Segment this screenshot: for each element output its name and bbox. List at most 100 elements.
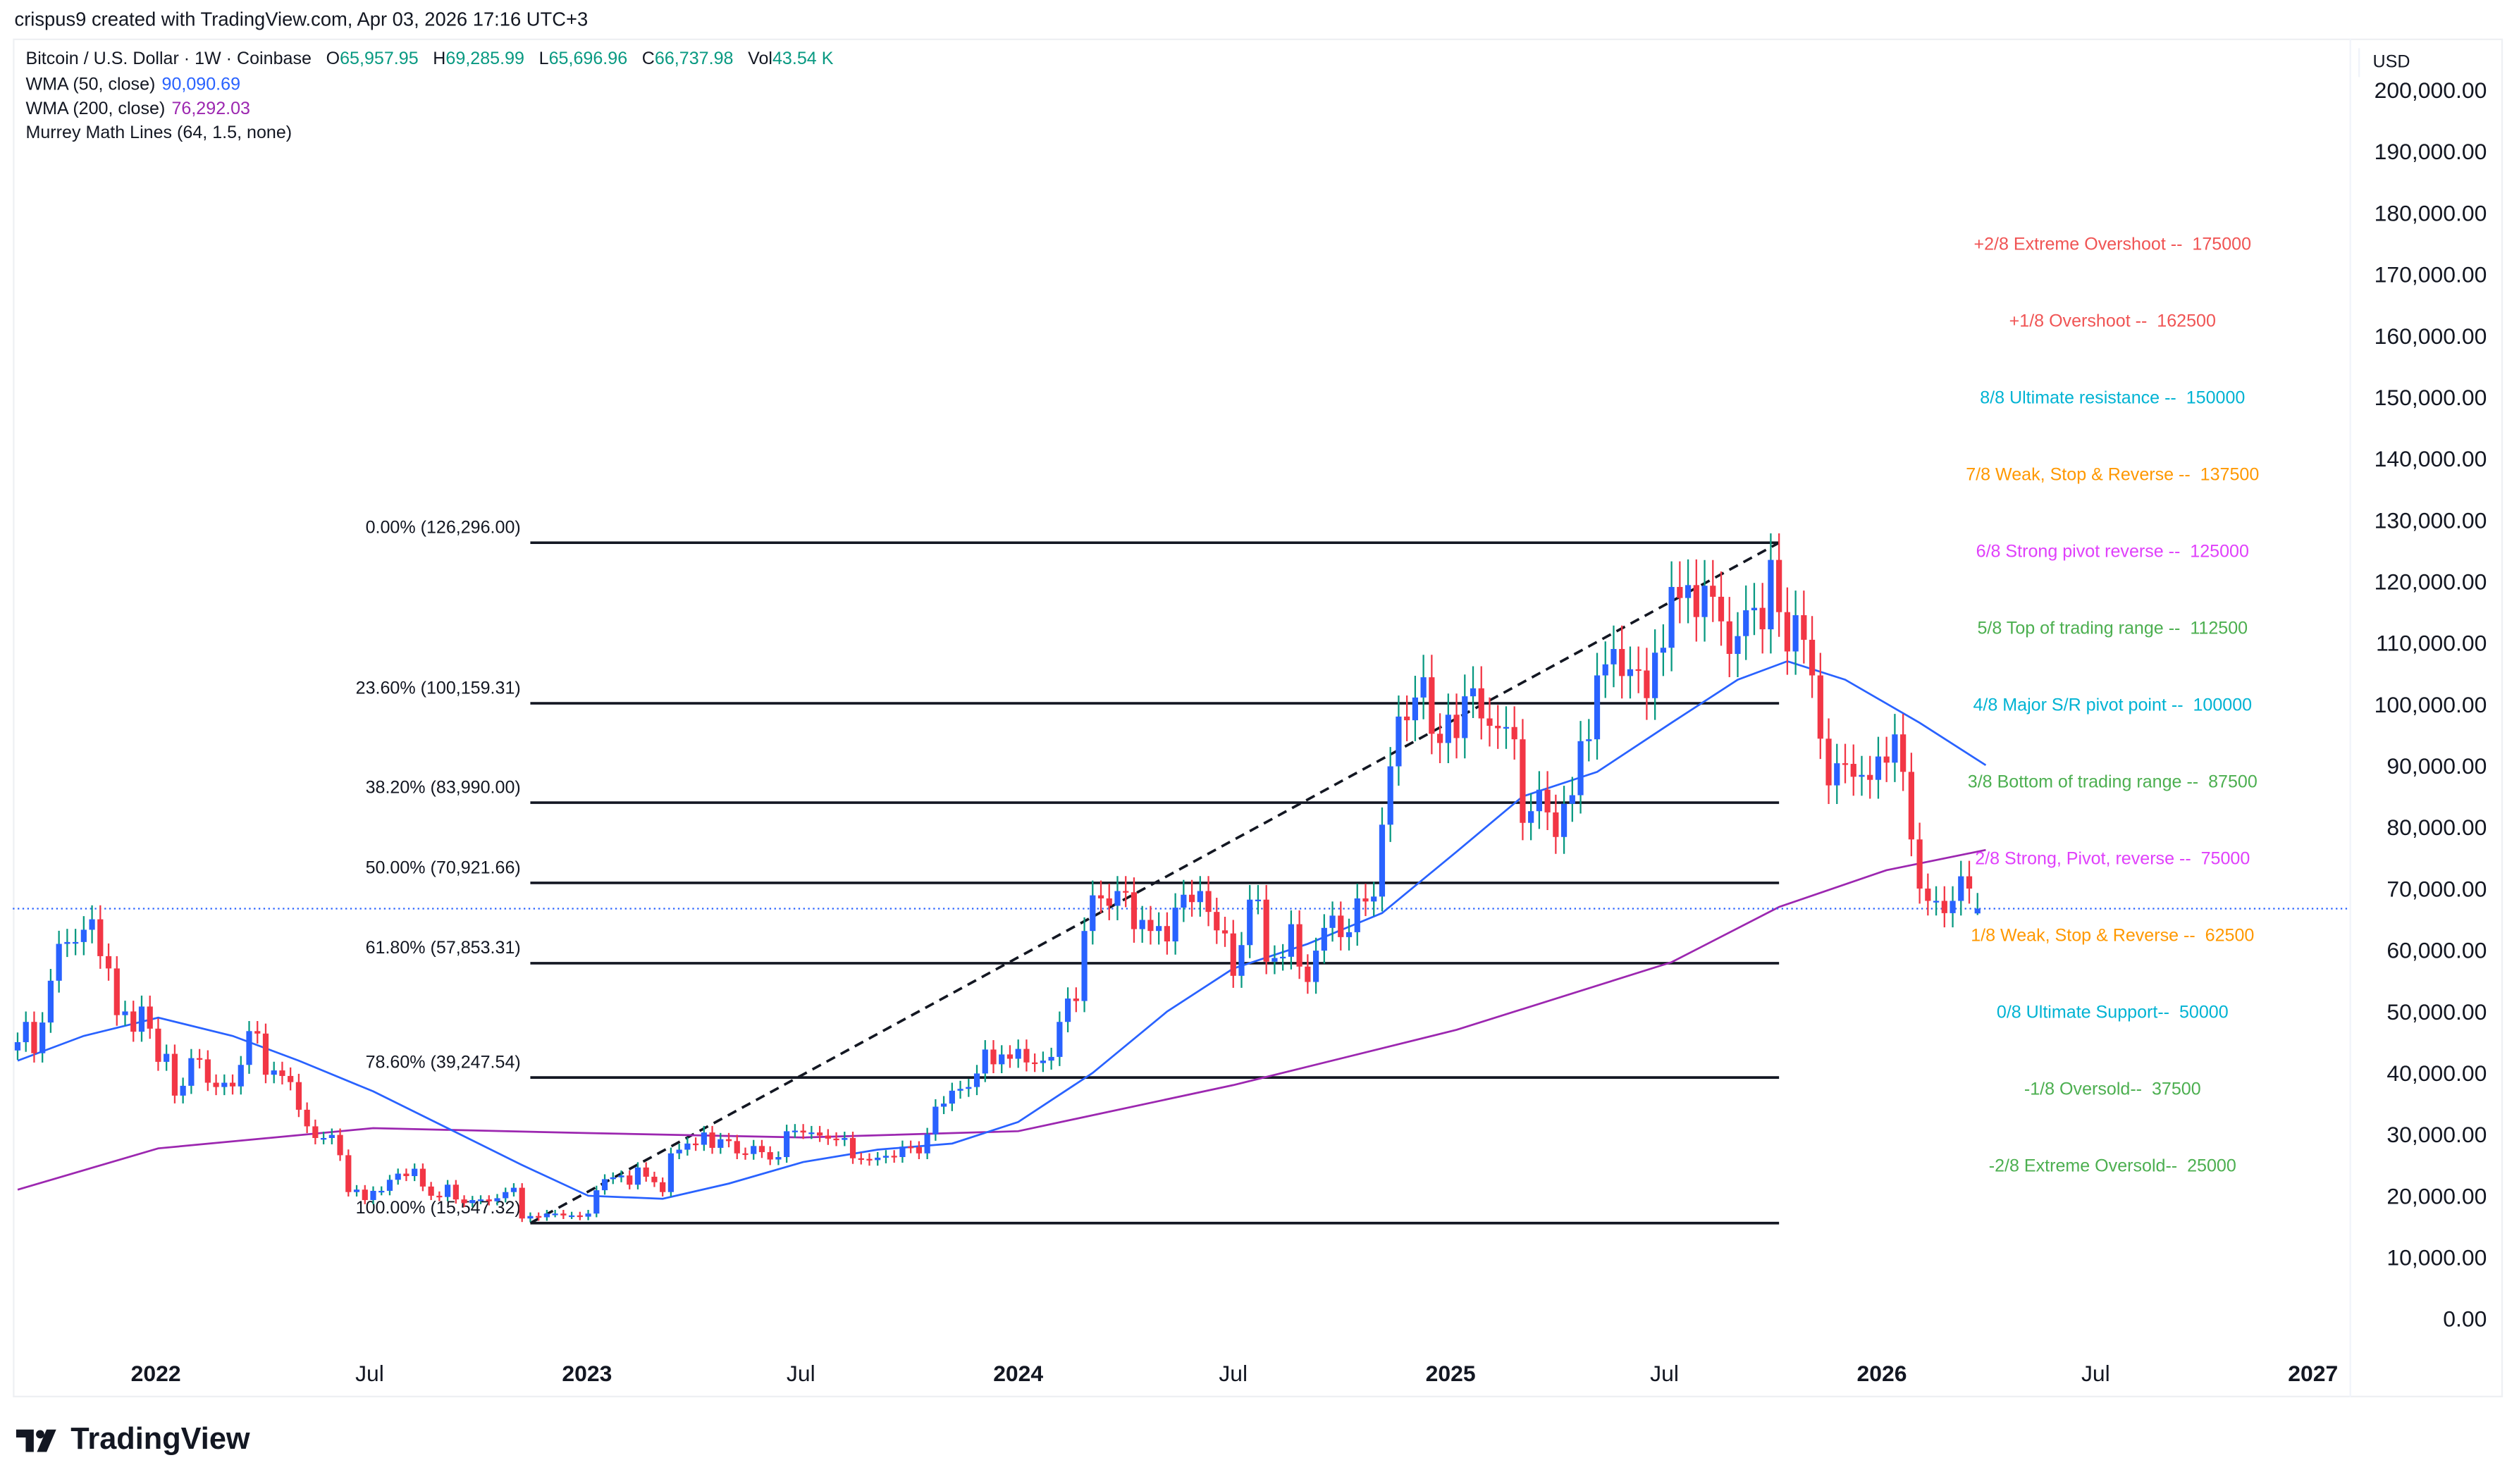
candle-body	[660, 1182, 666, 1192]
candle-body	[932, 1106, 939, 1134]
candle-body	[1685, 585, 1692, 598]
candle-body	[543, 1213, 550, 1218]
candle-body	[1197, 891, 1203, 903]
logo-text: TradingView	[70, 1423, 250, 1457]
candle-body	[105, 956, 112, 969]
candle-body	[1486, 718, 1493, 726]
murrey-legend[interactable]: Murrey Math Lines (64, 1.5, none)	[25, 124, 292, 143]
candle-body	[304, 1109, 310, 1127]
symbol-legend[interactable]: Bitcoin / U.S. Dollar · 1W · Coinbase O6…	[25, 50, 833, 69]
candle-body	[842, 1137, 848, 1140]
candle-body	[634, 1167, 641, 1185]
candle-body	[1156, 926, 1162, 932]
murrey-level-label: 4/8 Major S/R pivot point -- 100000	[1973, 695, 2252, 715]
candle-body	[436, 1195, 443, 1198]
candle-body	[1214, 912, 1220, 931]
candle-body	[1090, 895, 1096, 932]
candle-body	[39, 1022, 46, 1053]
x-tick-label: 2022	[131, 1361, 181, 1386]
candle-body	[527, 1216, 534, 1219]
candle-body	[908, 1146, 914, 1149]
x-tick-label: 2023	[562, 1361, 612, 1386]
vol-label: Vol	[748, 49, 772, 70]
candle-body	[1718, 596, 1725, 622]
candle-body	[882, 1156, 889, 1158]
candle-body	[569, 1215, 575, 1218]
murrey-level-label: 0/8 Ultimate Support-- 50000	[1997, 1003, 2229, 1022]
candle-body	[1925, 889, 1931, 901]
wma200-name: WMA (200, close)	[25, 99, 166, 119]
candle-body	[445, 1185, 451, 1197]
candle-body	[461, 1199, 467, 1204]
candle-body	[469, 1200, 476, 1204]
candle-body	[601, 1179, 608, 1191]
candle-body	[1974, 908, 1981, 914]
candle-body	[1338, 915, 1344, 937]
y-tick-label: 70,000.00	[2386, 876, 2487, 901]
candle-body	[1900, 734, 1907, 772]
wma200-line	[17, 848, 1986, 1191]
wma50-line	[17, 660, 1987, 1200]
x-tick-label: Jul	[355, 1361, 384, 1386]
candle-body	[412, 1168, 418, 1177]
y-tick-label: 20,000.00	[2386, 1183, 2487, 1208]
candle-body	[1073, 998, 1079, 1001]
candle-body	[486, 1199, 492, 1201]
candle-body	[204, 1059, 211, 1083]
x-tick-label: 2026	[1856, 1361, 1907, 1386]
candle-body	[1652, 653, 1658, 698]
candle-body	[1958, 876, 1964, 901]
candle-body	[767, 1152, 773, 1160]
candle-body	[990, 1049, 997, 1065]
murrey-level-label: -2/8 Extreme Oversold-- 25000	[1989, 1156, 2236, 1175]
candle-body	[1379, 824, 1386, 897]
candle-body	[891, 1156, 897, 1158]
candle-body	[1883, 756, 1890, 763]
x-tick-label: Jul	[787, 1361, 815, 1386]
candle-body	[1247, 899, 1253, 946]
fib-level-label: 50.00% (70,921.66)	[366, 858, 521, 877]
candle-body	[627, 1175, 633, 1185]
candle-body	[1015, 1049, 1021, 1059]
y-tick-label: 140,000.00	[2375, 446, 2487, 471]
candle-body	[643, 1167, 649, 1177]
high-label: H	[433, 49, 446, 70]
close-label: C	[641, 49, 655, 70]
candle-body	[825, 1135, 831, 1139]
currency-button[interactable]: USD	[2358, 48, 2487, 78]
candle-body	[758, 1146, 765, 1153]
candle-body	[833, 1138, 839, 1141]
candle-body	[1396, 716, 1402, 767]
candle-body	[1668, 586, 1675, 648]
candle-body	[180, 1085, 186, 1096]
candle-body	[1850, 764, 1856, 777]
candle-body	[1635, 669, 1642, 672]
candle-body	[1123, 891, 1129, 893]
candle-body	[31, 1022, 37, 1053]
candle-body	[1511, 726, 1517, 740]
tradingview-logo[interactable]: TradingView	[16, 1423, 250, 1458]
candle-body	[808, 1132, 815, 1134]
y-tick-label: 180,000.00	[2375, 200, 2487, 225]
candle-body	[916, 1147, 922, 1154]
candle-body	[1371, 896, 1377, 902]
candle-body	[1296, 924, 1302, 967]
candle-body	[667, 1153, 675, 1192]
candle-body	[1064, 998, 1071, 1022]
y-tick-label: 160,000.00	[2375, 323, 2487, 349]
candle-body	[1445, 715, 1451, 743]
y-tick-label: 0.00	[2443, 1306, 2487, 1332]
wma200-legend[interactable]: WMA (200, close) 76,292.03	[25, 99, 250, 118]
y-tick-label: 10,000.00	[2386, 1245, 2487, 1270]
candle-body	[271, 1070, 277, 1075]
candle-body	[1693, 585, 1699, 617]
murrey-math-labels: +2/8 Extreme Overshoot -- 175000 +1/8 Ove…	[1966, 235, 2259, 1176]
wma50-legend[interactable]: WMA (50, close) 90,090.69	[25, 75, 240, 94]
candle-body	[1751, 607, 1758, 611]
candle-body	[1842, 763, 1849, 765]
candle-body	[1081, 931, 1088, 1001]
candle-body	[337, 1134, 343, 1156]
candle-body	[1114, 891, 1121, 906]
candle-body	[725, 1139, 732, 1142]
